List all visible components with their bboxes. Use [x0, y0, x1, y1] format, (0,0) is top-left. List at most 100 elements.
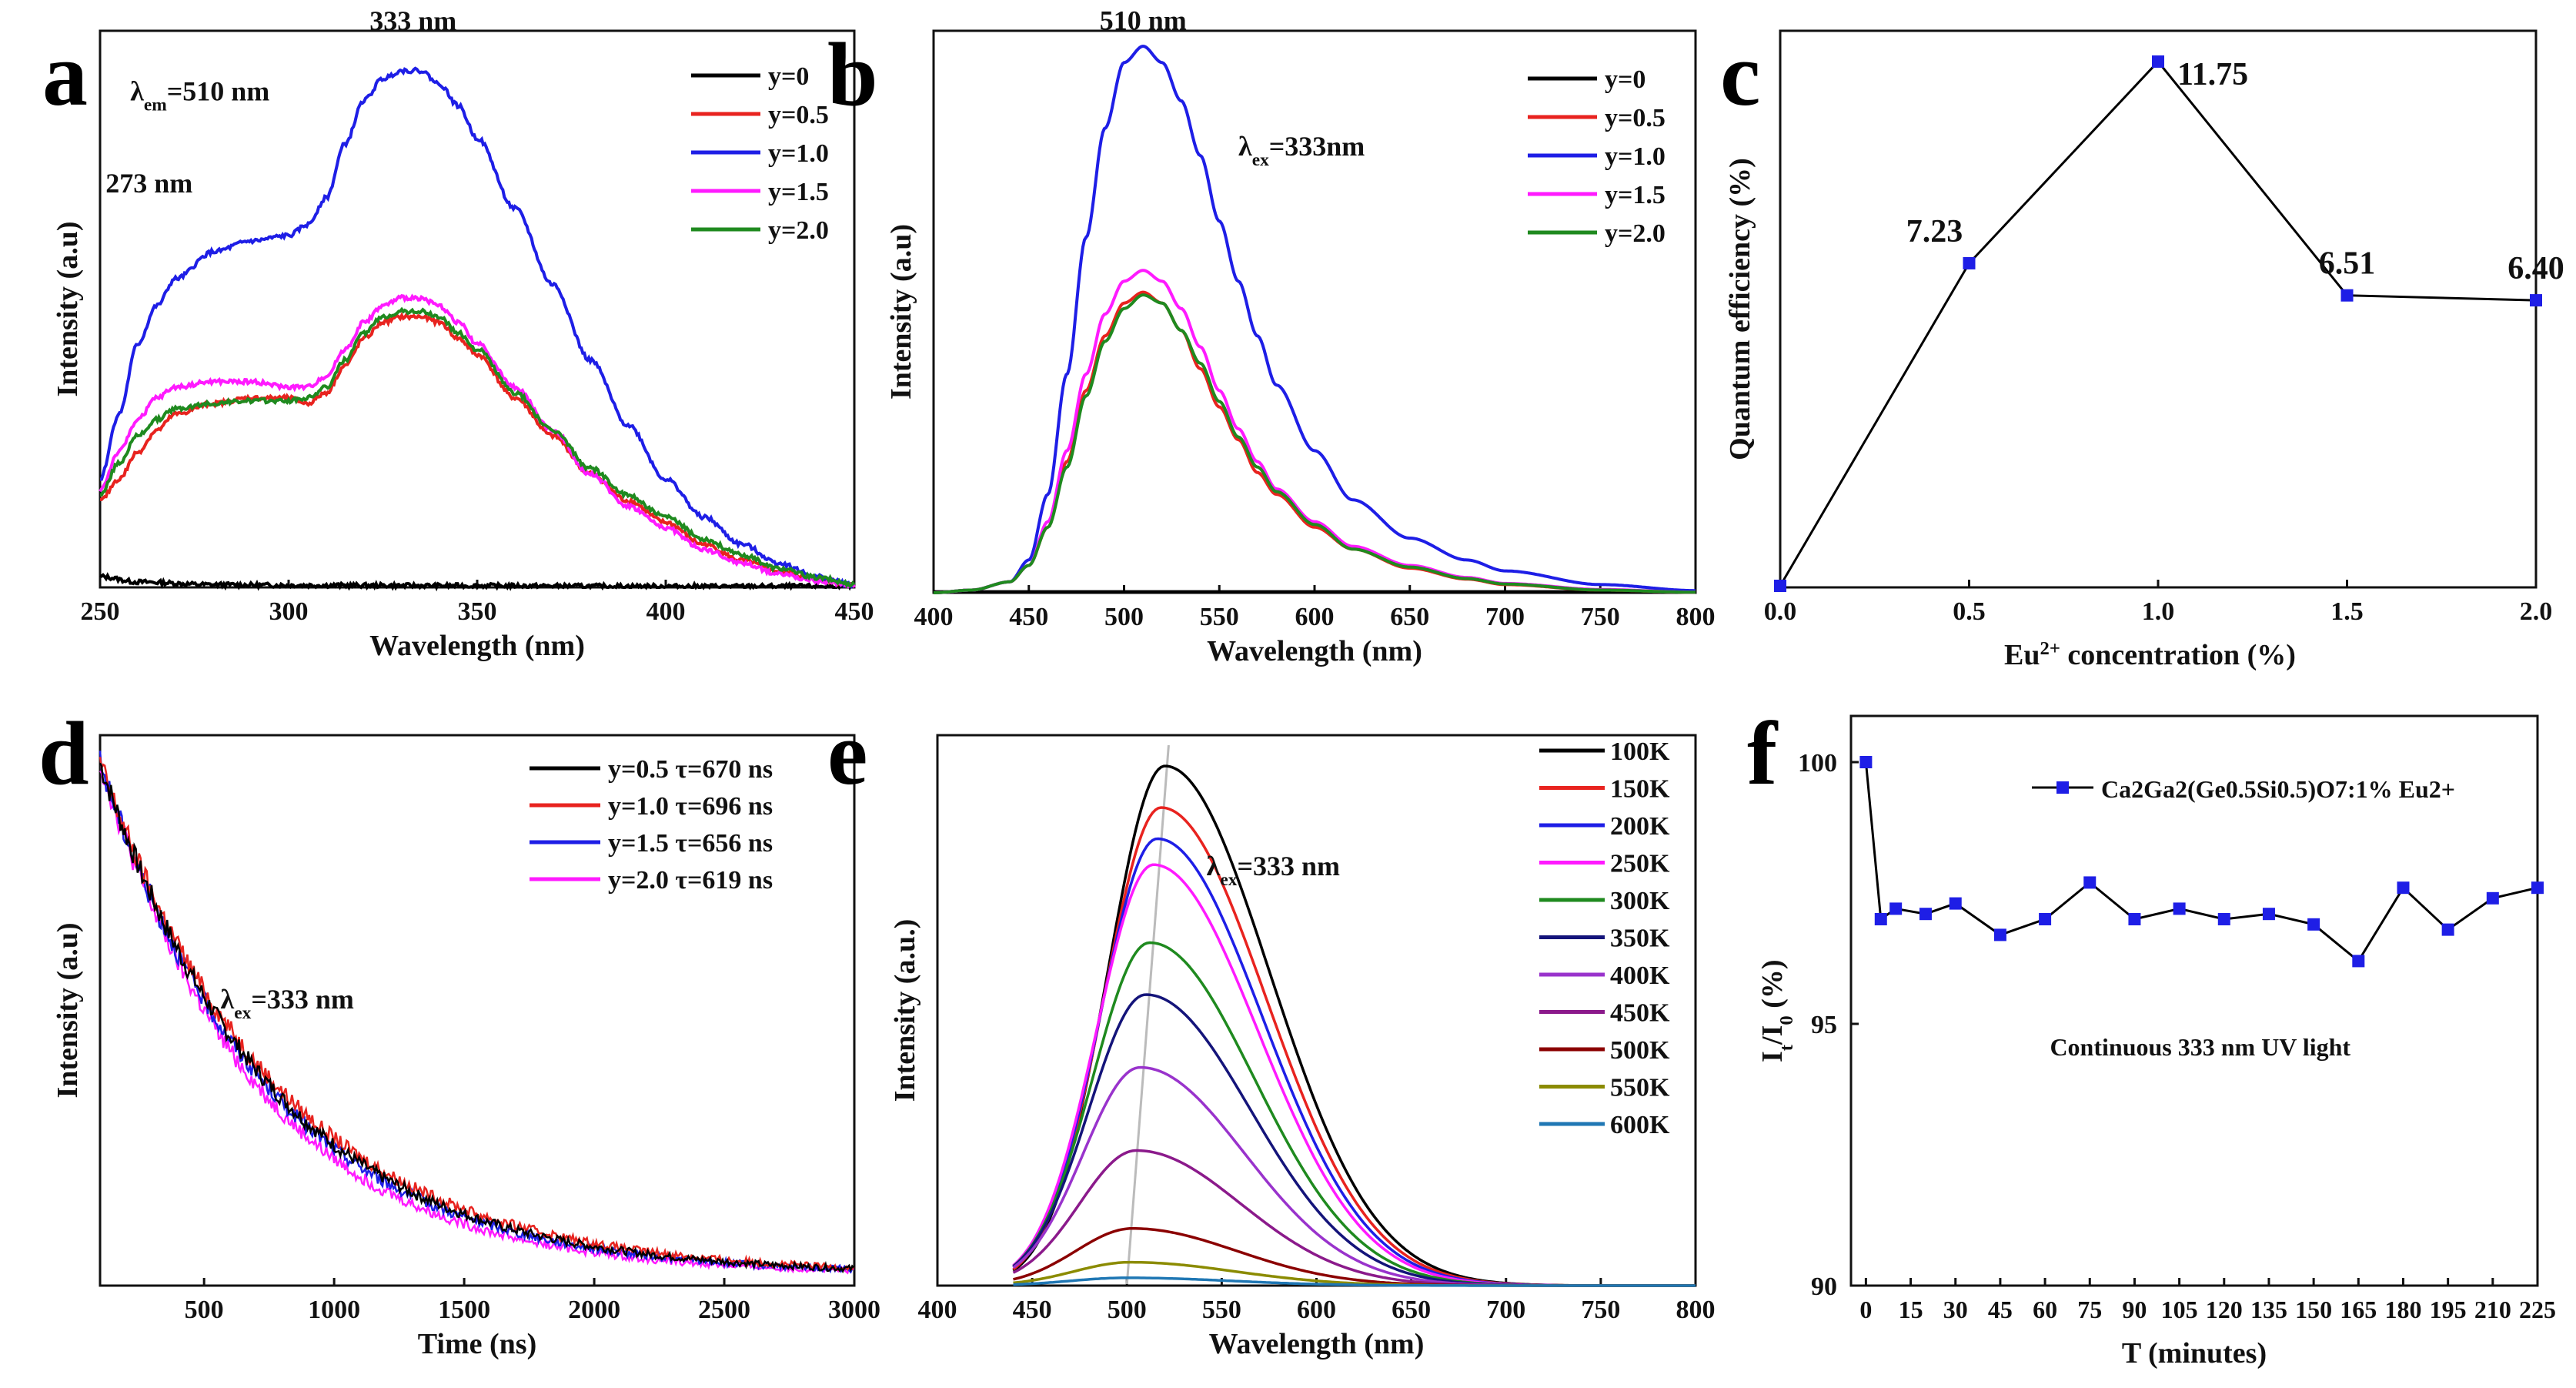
annotation-a: 333 nm	[369, 5, 456, 36]
y-tick-label-f: 95	[1811, 1011, 1837, 1039]
series-line-a-4	[100, 306, 856, 589]
legend-label-e: 400K	[1610, 962, 1670, 990]
x-tick-label-e: 450	[1013, 1296, 1052, 1324]
panel-c: c 0.0 0.5 1.0 1.5 2.0 Eu2+ concentration (%) Q…	[0, 0, 2576, 693]
x-tick-label-b: 750	[1581, 603, 1620, 631]
y-axis-label-a: Intensity (a.u)	[52, 221, 84, 396]
x-tick-label-e: 750	[1581, 1296, 1620, 1324]
legend-label-d: y=1.5 τ=656 ns	[608, 829, 773, 858]
x-tick-label-a: 250	[81, 597, 120, 626]
data-point-c	[1963, 256, 1976, 269]
peak-shift-guide-line	[1125, 744, 1170, 1285]
panel-label-c: c	[1720, 24, 1761, 125]
x-tick-label-f: 45	[1988, 1296, 2013, 1323]
data-point-f	[1889, 902, 1903, 915]
data-label-c: 6.40	[2508, 251, 2564, 286]
panel-b: b 400 450 500 550 600 650 700 750 800 Wavelength …	[0, 0, 1724, 693]
legend-label-a: y=2.0	[768, 216, 829, 245]
x-tick-label-b: 600	[1295, 603, 1335, 631]
data-point-f	[2531, 881, 2544, 895]
data-point-f	[1919, 908, 1932, 921]
x-axis-label-b: Wavelength (nm)	[1207, 635, 1422, 667]
x-tick-label-d: 500	[185, 1296, 224, 1324]
data-point-f	[1949, 897, 1962, 910]
data-point-f	[2039, 913, 2052, 925]
panel-label-e: e	[827, 703, 868, 804]
annotation-d: λex=333 nm	[221, 984, 354, 1023]
legend-label-e: 500K	[1610, 1036, 1670, 1065]
data-point-f	[2486, 891, 2499, 905]
x-tick-label-f: 180	[2384, 1296, 2421, 1323]
series-line-a-3	[99, 293, 856, 589]
y-tick-label-f: 90	[1811, 1273, 1837, 1301]
series-line-b-4	[934, 293, 1696, 594]
legend-label-e: 300K	[1610, 887, 1670, 915]
chart-d: 500 1000 1500 2000 2500 3000 Time (ns) Intensit…	[52, 734, 880, 1360]
x-tick-label-d: 2000	[568, 1296, 620, 1324]
legend-label-d: y=0.5 τ=670 ns	[608, 755, 773, 784]
x-tick-label-c: 1.5	[2330, 597, 2364, 626]
series-line-a-2	[99, 66, 855, 589]
chart-c: 0.0 0.5 1.0 1.5 2.0 Eu2+ concentration (%) Qua…	[1724, 29, 2564, 672]
data-point-f	[2083, 876, 2097, 889]
x-tick-label-b: 700	[1485, 603, 1525, 631]
x-tick-label-b: 550	[1200, 603, 1239, 631]
data-point-f	[2128, 913, 2141, 925]
series-line-e-10	[1013, 1276, 1696, 1287]
legend-label-e: 450K	[1610, 999, 1670, 1028]
x-tick-label-f: 15	[1899, 1296, 1923, 1323]
x-tick-label-f: 165	[2340, 1296, 2377, 1323]
annotation-b: 510 nm	[1100, 5, 1187, 36]
legend-label-b: y=2.0	[1605, 219, 1666, 248]
x-tick-label-f: 225	[2519, 1296, 2556, 1323]
legend-label-e: 350K	[1610, 925, 1670, 953]
panel-a: a 250 300 350 400 450 Wavelength (nm) Intensit…	[0, 0, 874, 693]
x-tick-label-c: 1.0	[2142, 597, 2175, 626]
x-axis-label-c: Eu2+ concentration (%)	[2004, 638, 2296, 672]
data-point-f	[2397, 881, 2410, 895]
x-tick-label-f: 90	[2122, 1296, 2147, 1323]
data-point-c	[2152, 55, 2164, 68]
legend-label-d: y=2.0 τ=619 ns	[608, 866, 773, 895]
legend-label-b: y=1.0	[1605, 142, 1666, 171]
x-tick-label-c: 2.0	[2520, 597, 2553, 626]
y-tick-label-f: 100	[1798, 749, 1837, 778]
legend-label-e: 550K	[1610, 1074, 1670, 1102]
data-label-c: 11.75	[2177, 57, 2248, 92]
series-line-b-2	[934, 45, 1696, 594]
x-tick-label-c: 0.5	[1953, 597, 1986, 626]
x-tick-label-d: 3000	[828, 1296, 880, 1324]
plot-frame-f	[1849, 714, 2539, 1287]
x-tick-label-e: 400	[918, 1296, 957, 1324]
data-point-c	[1774, 580, 1786, 592]
chart-e: 400 450 500 550 600 650 700 750 800 Wavelength (n…	[889, 734, 1716, 1360]
legend-label-e: 100K	[1610, 737, 1670, 766]
legend-label-e: 150K	[1610, 775, 1670, 804]
x-tick-label-b: 500	[1104, 603, 1144, 631]
x-axis-label-f: T (minutes)	[2122, 1337, 2267, 1370]
y-axis-label-f: It/I0 (%)	[1756, 959, 1797, 1062]
x-tick-label-f: 30	[1943, 1296, 1968, 1323]
data-point-f	[1993, 928, 2006, 941]
x-tick-label-d: 1500	[438, 1296, 490, 1324]
x-tick-label-b: 800	[1676, 603, 1716, 631]
legend-label-d: y=1.0 τ=696 ns	[608, 792, 773, 821]
legend-swatch-marker-f	[2056, 781, 2069, 794]
annotation-e: λex=333 nm	[1207, 851, 1340, 890]
x-tick-label-e: 550	[1202, 1296, 1241, 1324]
x-tick-label-a: 300	[269, 597, 309, 626]
chart-b: 400 450 500 550 600 650 700 750 800 Wavelength (n…	[885, 5, 1716, 667]
y-axis-label-d: Intensity (a.u)	[52, 922, 84, 1098]
legend-label-e: 250K	[1610, 850, 1670, 878]
x-tick-label-a: 350	[458, 597, 497, 626]
legend-label-a: y=1.0	[768, 139, 829, 168]
x-axis-label-a: Wavelength (nm)	[369, 630, 585, 662]
legend-label-e: 600K	[1610, 1111, 1670, 1139]
x-tick-label-b: 650	[1390, 603, 1429, 631]
data-point-f	[2262, 908, 2275, 921]
x-tick-label-c: 0.0	[1764, 597, 1797, 626]
legend-label-a: y=0	[768, 62, 809, 91]
x-tick-label-f: 75	[2077, 1296, 2102, 1323]
data-label-c: 6.51	[2319, 246, 2376, 282]
data-point-f	[2352, 955, 2365, 968]
